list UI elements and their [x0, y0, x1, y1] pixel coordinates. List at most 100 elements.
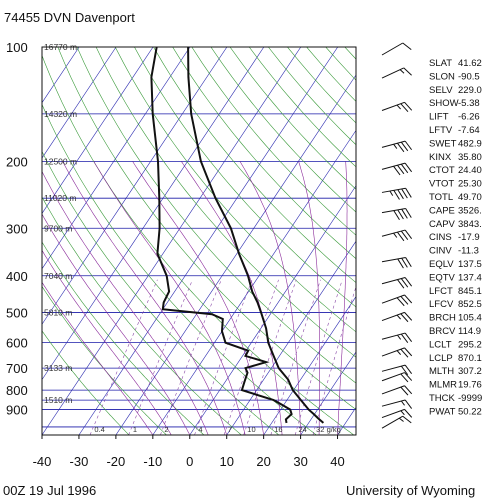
- height-label: 11020 m: [44, 193, 76, 203]
- temperature-axis: -40 -30 -20 -10 0 10 20 30 40: [33, 435, 345, 469]
- mixing-ratio-label: 24: [298, 425, 306, 434]
- mixing-ratio-line: [160, 279, 222, 435]
- index-value: -17.9: [458, 232, 480, 243]
- height-label: 14320 m: [44, 109, 77, 119]
- index-key: LFCV: [429, 299, 454, 310]
- temperature-tick-label: -10: [143, 454, 162, 469]
- index-key: SELV: [429, 85, 453, 96]
- dry-adiabat-line: [42, 150, 279, 435]
- index-key: CINV: [429, 246, 452, 257]
- moist-adiabat-line: [62, 161, 227, 435]
- pressure-tick-label: 200: [6, 154, 28, 169]
- mixing-ratio-line: [89, 279, 158, 435]
- temperature-tick-label: -40: [33, 454, 52, 469]
- index-key: SHOW: [429, 98, 459, 109]
- pressure-axis: 100 200 300 400 500 600 700 800 900: [6, 40, 28, 418]
- isotherm-line: [42, 47, 43, 48]
- isotherm-line: [42, 47, 154, 215]
- wind-barb: [381, 67, 412, 79]
- isotherm-line: [263, 295, 356, 435]
- dry-adiabat-line: [114, 47, 356, 333]
- index-value: 137.4: [458, 272, 482, 283]
- index-value: 482.9: [458, 138, 482, 149]
- index-key: EQLV: [429, 259, 454, 270]
- pressure-tick-label: 100: [6, 40, 28, 55]
- index-value: 852.5: [458, 299, 482, 310]
- moist-adiabat-line: [42, 213, 191, 435]
- index-value: -6.26: [458, 112, 480, 123]
- footer-time: 00Z 19 Jul 1996: [3, 483, 96, 498]
- mixing-ratio-line: [294, 279, 343, 435]
- dry-adiabat-line: [42, 241, 205, 435]
- wind-barb: [381, 229, 413, 242]
- pressure-tick-label: 600: [6, 336, 28, 351]
- plot-frame: [41, 46, 357, 436]
- index-value: -5.38: [458, 98, 480, 109]
- thermo-background: [42, 47, 356, 435]
- height-label: 9700 m: [44, 223, 72, 233]
- index-key: LIFT: [429, 112, 449, 123]
- index-value: 49.70: [458, 192, 482, 203]
- index-value: -90.5: [458, 71, 480, 82]
- temperature-tick-label: 20: [256, 454, 270, 469]
- dry-adiabat-line: [42, 285, 167, 435]
- index-key: PWAT: [429, 406, 456, 417]
- index-key: MLMR: [429, 380, 457, 391]
- pressure-tick-label: 300: [6, 221, 28, 236]
- index-key: CAPE: [429, 205, 455, 216]
- moist-adiabat-line: [337, 161, 348, 435]
- isotherm-line: [226, 240, 356, 435]
- index-value: 24.40: [458, 165, 482, 176]
- pressure-tick-label: 400: [6, 269, 28, 284]
- wind-barb: [381, 332, 413, 344]
- index-key: MLTH: [429, 366, 454, 377]
- index-key: VTOT: [429, 179, 454, 190]
- isotherm-line: [42, 47, 191, 270]
- temperature-tick-label: -20: [106, 454, 125, 469]
- index-key: SWET: [429, 138, 457, 149]
- isotherm-line: [300, 351, 356, 435]
- wind-barbs: [381, 42, 413, 429]
- wind-barb: [381, 187, 412, 200]
- index-key: LCLT: [429, 339, 452, 350]
- index-key: SLAT: [429, 58, 452, 69]
- temperature-profile-line: [187, 47, 325, 424]
- dry-adiabat-line: [57, 47, 356, 410]
- mixing-ratio-line: [223, 279, 279, 435]
- moist-adiabat-line: [42, 281, 154, 435]
- wind-barb: [381, 42, 412, 56]
- wind-barb: [381, 277, 413, 289]
- index-value: 3843.: [458, 219, 482, 230]
- index-value: 137.5: [458, 259, 482, 270]
- index-key: CINS: [429, 232, 452, 243]
- wind-barb: [381, 364, 413, 376]
- index-value: 307.2: [458, 366, 482, 377]
- height-label: 12500 m: [44, 156, 77, 166]
- mixing-ratio-label: 1: [133, 425, 137, 434]
- mixing-ratio-label: 7: [228, 425, 232, 434]
- dry-adiabat-line: [42, 330, 130, 435]
- mixing-ratio-label: 4: [198, 425, 202, 434]
- index-value: -11.3: [458, 246, 479, 257]
- index-value: -9999: [458, 393, 482, 404]
- dry-adiabat-line: [191, 47, 356, 236]
- dry-adiabat-line: [134, 47, 356, 308]
- index-value: -7.64: [458, 125, 480, 136]
- mixing-ratio-label: 0.4: [94, 425, 104, 434]
- temperature-tick-label: -30: [70, 454, 89, 469]
- isotherm-line: [42, 47, 265, 381]
- pressure-tick-label: 900: [6, 403, 28, 418]
- mixing-ratio-line: [128, 279, 193, 435]
- index-key: CAPV: [429, 219, 456, 230]
- moist-adiabat-line: [298, 161, 320, 435]
- index-key: CTOT: [429, 165, 455, 176]
- mixing-ratio-label: 32 g/kg: [316, 425, 341, 434]
- isotherm-line: [78, 47, 338, 435]
- mixing-ratio-label: 2: [164, 425, 168, 434]
- pressure-tick-label: 800: [6, 383, 28, 398]
- index-value: 114.9: [458, 326, 481, 337]
- footer-source: University of Wyoming: [346, 483, 475, 498]
